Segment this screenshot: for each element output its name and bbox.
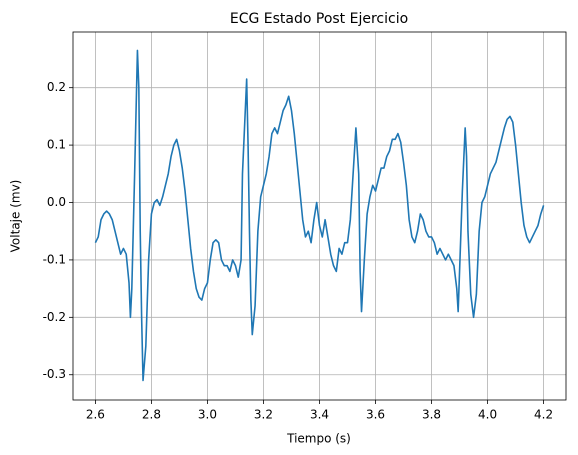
y-tick-label: 0.1 [47, 138, 66, 152]
x-tick-label: 4.2 [534, 408, 553, 422]
x-tick-label: 4.0 [478, 408, 497, 422]
y-tick-label: 0.2 [47, 80, 66, 94]
y-axis-label: Voltaje (mv) [9, 180, 23, 253]
plot-frame [72, 31, 567, 401]
x-tick-label: 2.6 [86, 408, 105, 422]
line-series [94, 49, 545, 382]
y-tick-label: -0.3 [43, 367, 66, 381]
x-tick-label: 3.6 [366, 408, 385, 422]
y-tick-label: 0.0 [47, 195, 66, 209]
x-tick-label: 3.0 [198, 408, 217, 422]
x-axis-label: Tiempo (s) [286, 432, 351, 446]
x-tick-label: 3.2 [254, 408, 273, 422]
y-tick-label: -0.2 [43, 310, 66, 324]
x-tick-label: 3.4 [310, 408, 329, 422]
chart-title: ECG Estado Post Ejercicio [230, 11, 408, 27]
x-tick-label: 3.8 [422, 408, 441, 422]
x-tick-label: 2.8 [142, 408, 161, 422]
y-tick-label: -0.1 [43, 252, 66, 266]
